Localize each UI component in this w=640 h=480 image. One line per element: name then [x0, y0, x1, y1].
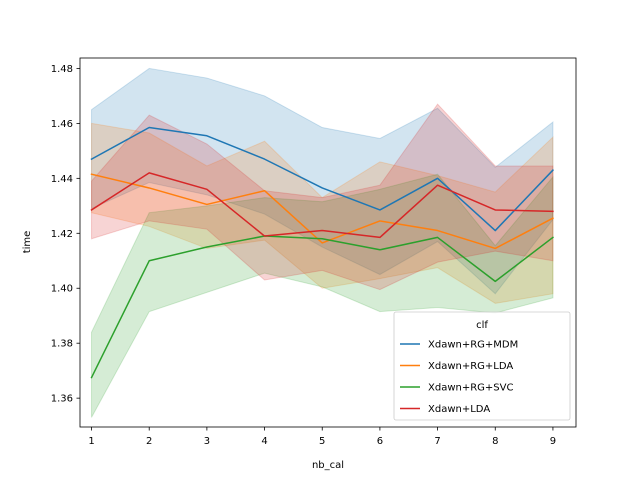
legend-label-xdawn-rg-lda: Xdawn+RG+LDA	[428, 361, 513, 372]
legend-label-xdawn-lda: Xdawn+LDA	[428, 404, 490, 415]
series-line-xdawn-rg-svc	[90, 235, 554, 379]
plot-frame	[79, 57, 577, 428]
series-line-xdawn-lda	[90, 172, 554, 239]
legend-label-xdawn-rg-mdm: Xdawn+RG+MDM	[428, 340, 518, 351]
x-axis-label: nb_cal	[312, 460, 344, 471]
y-tick-label: 1.38	[51, 339, 73, 350]
legend-title: clf	[476, 320, 488, 331]
x-tick-label: 9	[550, 436, 556, 447]
x-tick-label: 3	[204, 436, 210, 447]
y-axis-label: time	[22, 231, 33, 254]
legend-box	[393, 311, 571, 421]
legend-label-xdawn-rg-svc: Xdawn+RG+SVC	[428, 383, 513, 394]
x-tick-label: 6	[377, 436, 383, 447]
x-axis: 1 2 3 4 5 6 7 8 9	[88, 427, 556, 447]
y-tick-label: 1.48	[51, 64, 73, 75]
x-tick-label: 1	[88, 436, 94, 447]
y-tick-label: 1.40	[51, 284, 73, 295]
x-tick-label: 7	[434, 436, 440, 447]
y-tick-label: 1.44	[51, 174, 73, 185]
series-line-xdawn-rg-mdm	[90, 126, 554, 232]
y-tick-label: 1.42	[51, 229, 73, 240]
series-line-xdawn-rg-lda	[90, 173, 554, 250]
ci-band-xdawn-rg-svc	[91, 173, 554, 418]
y-tick-label: 1.36	[51, 394, 73, 405]
legend: clf Xdawn+RG+MDM Xdawn+RG+LDA Xdawn+RG+SVC…	[393, 311, 571, 421]
y-axis: 1.36 1.38 1.40 1.42 1.44 1.46 1.48	[51, 64, 80, 405]
x-tick-label: 2	[146, 436, 152, 447]
x-tick-label: 5	[319, 436, 325, 447]
series-lines	[90, 126, 554, 379]
ci-band-xdawn-rg-lda	[91, 122, 554, 304]
x-tick-label: 8	[492, 436, 498, 447]
x-tick-label: 4	[261, 436, 267, 447]
y-tick-label: 1.46	[51, 119, 73, 130]
